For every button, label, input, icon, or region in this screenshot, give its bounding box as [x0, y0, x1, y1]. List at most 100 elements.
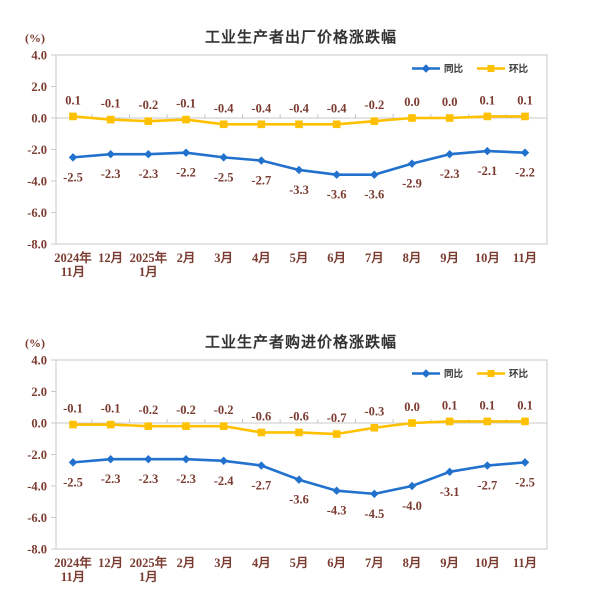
- svg-text:-0.1: -0.1: [63, 402, 83, 416]
- series-yoy: -2.5 -2.3 -2.3 -2.2 -2.5 -2.7 -3.3 -3.6 -3.6 -2.9…: [63, 146, 535, 202]
- svg-text:5月: 5月: [290, 556, 309, 570]
- svg-text:-8.0: -8.0: [27, 542, 47, 556]
- svg-text:-2.9: -2.9: [402, 177, 422, 191]
- svg-text:6月: 6月: [327, 556, 346, 570]
- y-axis-unit-label: (%): [25, 336, 45, 350]
- svg-text:-0.1: -0.1: [101, 402, 121, 416]
- svg-text:-8.0: -8.0: [27, 237, 47, 251]
- svg-text:-0.6: -0.6: [251, 409, 271, 423]
- svg-text:7月: 7月: [365, 251, 384, 265]
- legend-item-mom: 环比: [476, 61, 528, 75]
- svg-text:-2.5: -2.5: [214, 170, 234, 184]
- y-axis-unit-label: (%): [25, 31, 45, 45]
- legend: 同比 环比: [411, 61, 528, 75]
- svg-text:-2.7: -2.7: [251, 174, 271, 188]
- svg-text:-2.4: -2.4: [214, 474, 235, 488]
- svg-text:-3.6: -3.6: [289, 493, 309, 507]
- legend: 同比 环比: [411, 366, 528, 380]
- svg-text:0.1: 0.1: [517, 93, 533, 107]
- svg-text:1月: 1月: [139, 570, 158, 584]
- series-mom: -0.1 -0.1 -0.2 -0.2 -0.2 -0.6 -0.6 -0.7 -0.3 0.0 0…: [63, 398, 533, 438]
- svg-text:0.1: 0.1: [480, 398, 496, 412]
- svg-text:6月: 6月: [327, 251, 346, 265]
- svg-text:-2.5: -2.5: [63, 170, 83, 184]
- svg-text:2.0: 2.0: [31, 80, 47, 94]
- svg-text:9月: 9月: [440, 556, 459, 570]
- svg-text:10月: 10月: [475, 556, 500, 570]
- svg-text:-0.2: -0.2: [138, 403, 158, 417]
- svg-text:-6.0: -6.0: [27, 511, 47, 525]
- legend-label-mom: 环比: [509, 369, 529, 380]
- svg-text:4月: 4月: [252, 251, 271, 265]
- legend-label-yoy: 同比: [444, 369, 464, 380]
- svg-text:-0.2: -0.2: [138, 98, 158, 112]
- svg-text:-0.4: -0.4: [214, 101, 235, 115]
- plot-frame: [55, 359, 548, 550]
- svg-text:0.0: 0.0: [404, 95, 420, 109]
- svg-text:0.1: 0.1: [442, 398, 458, 412]
- svg-text:-0.4: -0.4: [251, 101, 272, 115]
- svg-text:8月: 8月: [403, 556, 422, 570]
- svg-text:0.1: 0.1: [65, 93, 81, 107]
- yoy-line-diamond-icon: [412, 63, 440, 73]
- svg-text:-3.1: -3.1: [440, 485, 460, 499]
- y-axis: 4.0 2.0 0.0 -2.0 -4.0 -6.0 -8.0: [27, 353, 56, 556]
- svg-text:0.1: 0.1: [480, 93, 496, 107]
- svg-text:-2.7: -2.7: [477, 479, 497, 493]
- svg-text:1月: 1月: [139, 265, 158, 279]
- legend-item-yoy: 同比: [411, 61, 463, 75]
- svg-text:4.0: 4.0: [31, 48, 47, 62]
- svg-text:-2.3: -2.3: [176, 472, 196, 486]
- svg-text:-0.6: -0.6: [289, 409, 309, 423]
- svg-text:-3.6: -3.6: [364, 188, 384, 202]
- svg-text:-2.3: -2.3: [138, 472, 158, 486]
- svg-text:-4.3: -4.3: [327, 504, 347, 518]
- svg-text:-2.0: -2.0: [27, 143, 47, 157]
- svg-text:10月: 10月: [475, 251, 500, 265]
- legend-item-mom: 环比: [476, 366, 528, 380]
- svg-text:-0.4: -0.4: [327, 101, 348, 115]
- svg-text:9月: 9月: [440, 251, 459, 265]
- svg-text:4月: 4月: [252, 556, 271, 570]
- svg-text:2月: 2月: [177, 251, 196, 265]
- plot-frame: [55, 54, 548, 245]
- svg-text:0.0: 0.0: [31, 416, 47, 430]
- svg-text:-4.0: -4.0: [27, 174, 47, 188]
- svg-text:8月: 8月: [403, 251, 422, 265]
- svg-text:12月: 12月: [98, 556, 123, 570]
- svg-text:-0.2: -0.2: [176, 403, 196, 417]
- svg-text:-0.1: -0.1: [101, 97, 121, 111]
- svg-text:11月: 11月: [513, 251, 537, 265]
- svg-text:-2.2: -2.2: [515, 166, 535, 180]
- svg-text:5月: 5月: [290, 251, 309, 265]
- svg-text:-2.0: -2.0: [27, 448, 47, 462]
- svg-text:0.0: 0.0: [404, 400, 420, 414]
- svg-text:-3.3: -3.3: [289, 183, 309, 197]
- legend-label-yoy: 同比: [444, 64, 464, 75]
- svg-text:-2.3: -2.3: [101, 472, 121, 486]
- factory-price-chart: (%) 工业生产者出厂价格涨跌幅 4.0 2.0 0.0 -2.0 -4.0 -6.0 -8…: [25, 29, 548, 279]
- svg-text:0.0: 0.0: [442, 95, 458, 109]
- svg-text:2025年: 2025年: [130, 555, 168, 570]
- svg-text:-2.5: -2.5: [63, 475, 83, 489]
- mom-line-square-icon: [477, 369, 506, 377]
- svg-text:-2.7: -2.7: [251, 479, 271, 493]
- svg-text:3月: 3月: [214, 251, 233, 265]
- svg-text:11月: 11月: [61, 265, 85, 279]
- svg-text:-2.5: -2.5: [515, 475, 535, 489]
- purchase-price-chart: (%) 工业生产者购进价格涨跌幅 4.0 2.0 0.0 -2.0 -4.0 -6.0 -8…: [0, 305, 602, 610]
- svg-text:-0.7: -0.7: [327, 411, 347, 425]
- svg-text:-0.4: -0.4: [289, 101, 310, 115]
- mom-line-square-icon: [477, 64, 506, 72]
- svg-text:-0.1: -0.1: [176, 97, 196, 111]
- svg-text:2.0: 2.0: [31, 385, 47, 399]
- svg-text:0.1: 0.1: [517, 398, 533, 412]
- svg-text:2024年: 2024年: [54, 555, 92, 570]
- svg-text:-0.2: -0.2: [364, 98, 384, 112]
- svg-text:-0.3: -0.3: [364, 405, 384, 419]
- svg-text:0.0: 0.0: [31, 111, 47, 125]
- svg-text:2024年: 2024年: [54, 250, 92, 265]
